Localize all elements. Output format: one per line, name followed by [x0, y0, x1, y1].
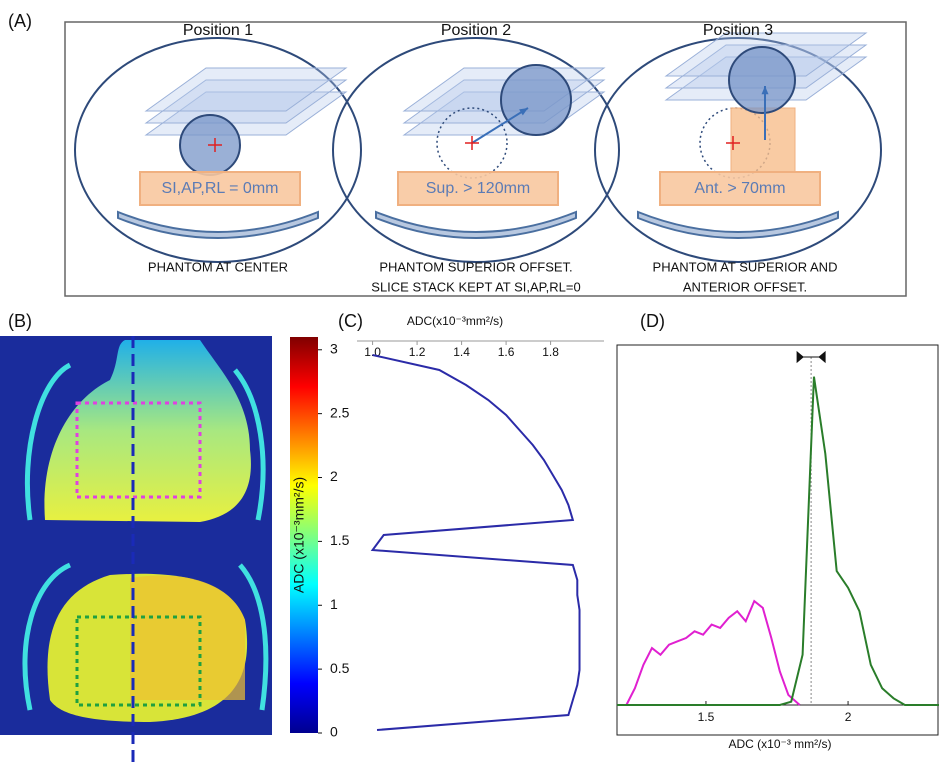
- x-axis-label: ADC (x10⁻³ mm²/s): [729, 737, 832, 751]
- panel-label: (B): [8, 311, 32, 331]
- isocenter: [208, 138, 222, 152]
- isocenter: [726, 136, 740, 150]
- profile-line: [370, 354, 581, 731]
- histogram-line: [617, 376, 939, 706]
- phantom: [728, 46, 796, 114]
- colorbar-tick-label: 1: [330, 596, 338, 612]
- histogram-line: [625, 599, 801, 706]
- caption: PHANTOM SUPERIOR OFFSET.: [379, 259, 572, 274]
- arrow-head: [519, 108, 528, 116]
- caption: ANTERIOR OFFSET.: [683, 279, 807, 294]
- colorbar-tick-label: 0: [330, 724, 338, 740]
- x-axis-label: ADC(x10⁻³mm²/s): [407, 314, 503, 328]
- offset-box: [139, 171, 301, 206]
- colorbar-label: ADC (x10⁻³mm²/s): [291, 477, 307, 593]
- panel-label: (D): [640, 311, 665, 331]
- isocenter: [465, 136, 479, 150]
- x-tick-label: 1.4: [453, 345, 470, 359]
- plot-frame: [616, 344, 939, 736]
- dynamic: SI,AP,RL = 0mm Position 1 PHANTOM AT CENTE…: [148, 22, 939, 751]
- slice: [144, 67, 348, 112]
- x-tick-label: 1.2: [409, 345, 426, 359]
- offset-label: Sup. > 120mm: [426, 180, 531, 197]
- arrow: [471, 107, 529, 144]
- bore: [332, 37, 620, 263]
- position-title: Position 1: [183, 22, 253, 39]
- couch: [117, 210, 319, 239]
- colorbar: [290, 337, 318, 733]
- phantom: [500, 64, 572, 136]
- position-title: Position 2: [441, 22, 511, 39]
- caption: SLICE STACK KEPT AT SI,AP,RL=0: [371, 279, 580, 294]
- offset-block: [730, 107, 796, 173]
- caption: PHANTOM AT CENTER: [148, 259, 288, 274]
- arrow-head: [761, 86, 769, 95]
- bore: [74, 37, 362, 263]
- couch: [637, 210, 839, 239]
- colorbar-tick-label: 0.5: [330, 660, 350, 676]
- position-title: Position 3: [703, 22, 773, 39]
- slice: [144, 79, 348, 124]
- x-tick-label: 1.5: [698, 710, 715, 724]
- offset-box: [659, 171, 821, 206]
- adc-map: [0, 336, 272, 762]
- caption: PHANTOM AT SUPERIOR AND: [653, 259, 838, 274]
- colorbar-tick-label: 2.5: [330, 404, 350, 420]
- marker-arrows: [796, 350, 826, 364]
- phantom: [436, 107, 508, 179]
- colorbar-tick-label: 1.5: [330, 532, 350, 548]
- panel-label: (C): [338, 311, 363, 331]
- bore: [594, 37, 882, 263]
- panel-a-frame: [64, 21, 907, 297]
- panel-label: (A): [8, 11, 32, 31]
- colorbar-tick-label: 2: [330, 468, 338, 484]
- offset-label: SI,AP,RL = 0mm: [162, 180, 279, 197]
- offset-box: [397, 171, 559, 206]
- x-tick-label: 1.6: [498, 345, 515, 359]
- colorbar-tick-label: 3: [330, 340, 338, 356]
- couch: [375, 210, 577, 239]
- offset-label: Ant. > 70mm: [694, 180, 785, 197]
- x-tick-label: 1.8: [542, 345, 559, 359]
- diagram-shapes: [74, 32, 882, 263]
- x-tick-label: 2: [845, 710, 852, 724]
